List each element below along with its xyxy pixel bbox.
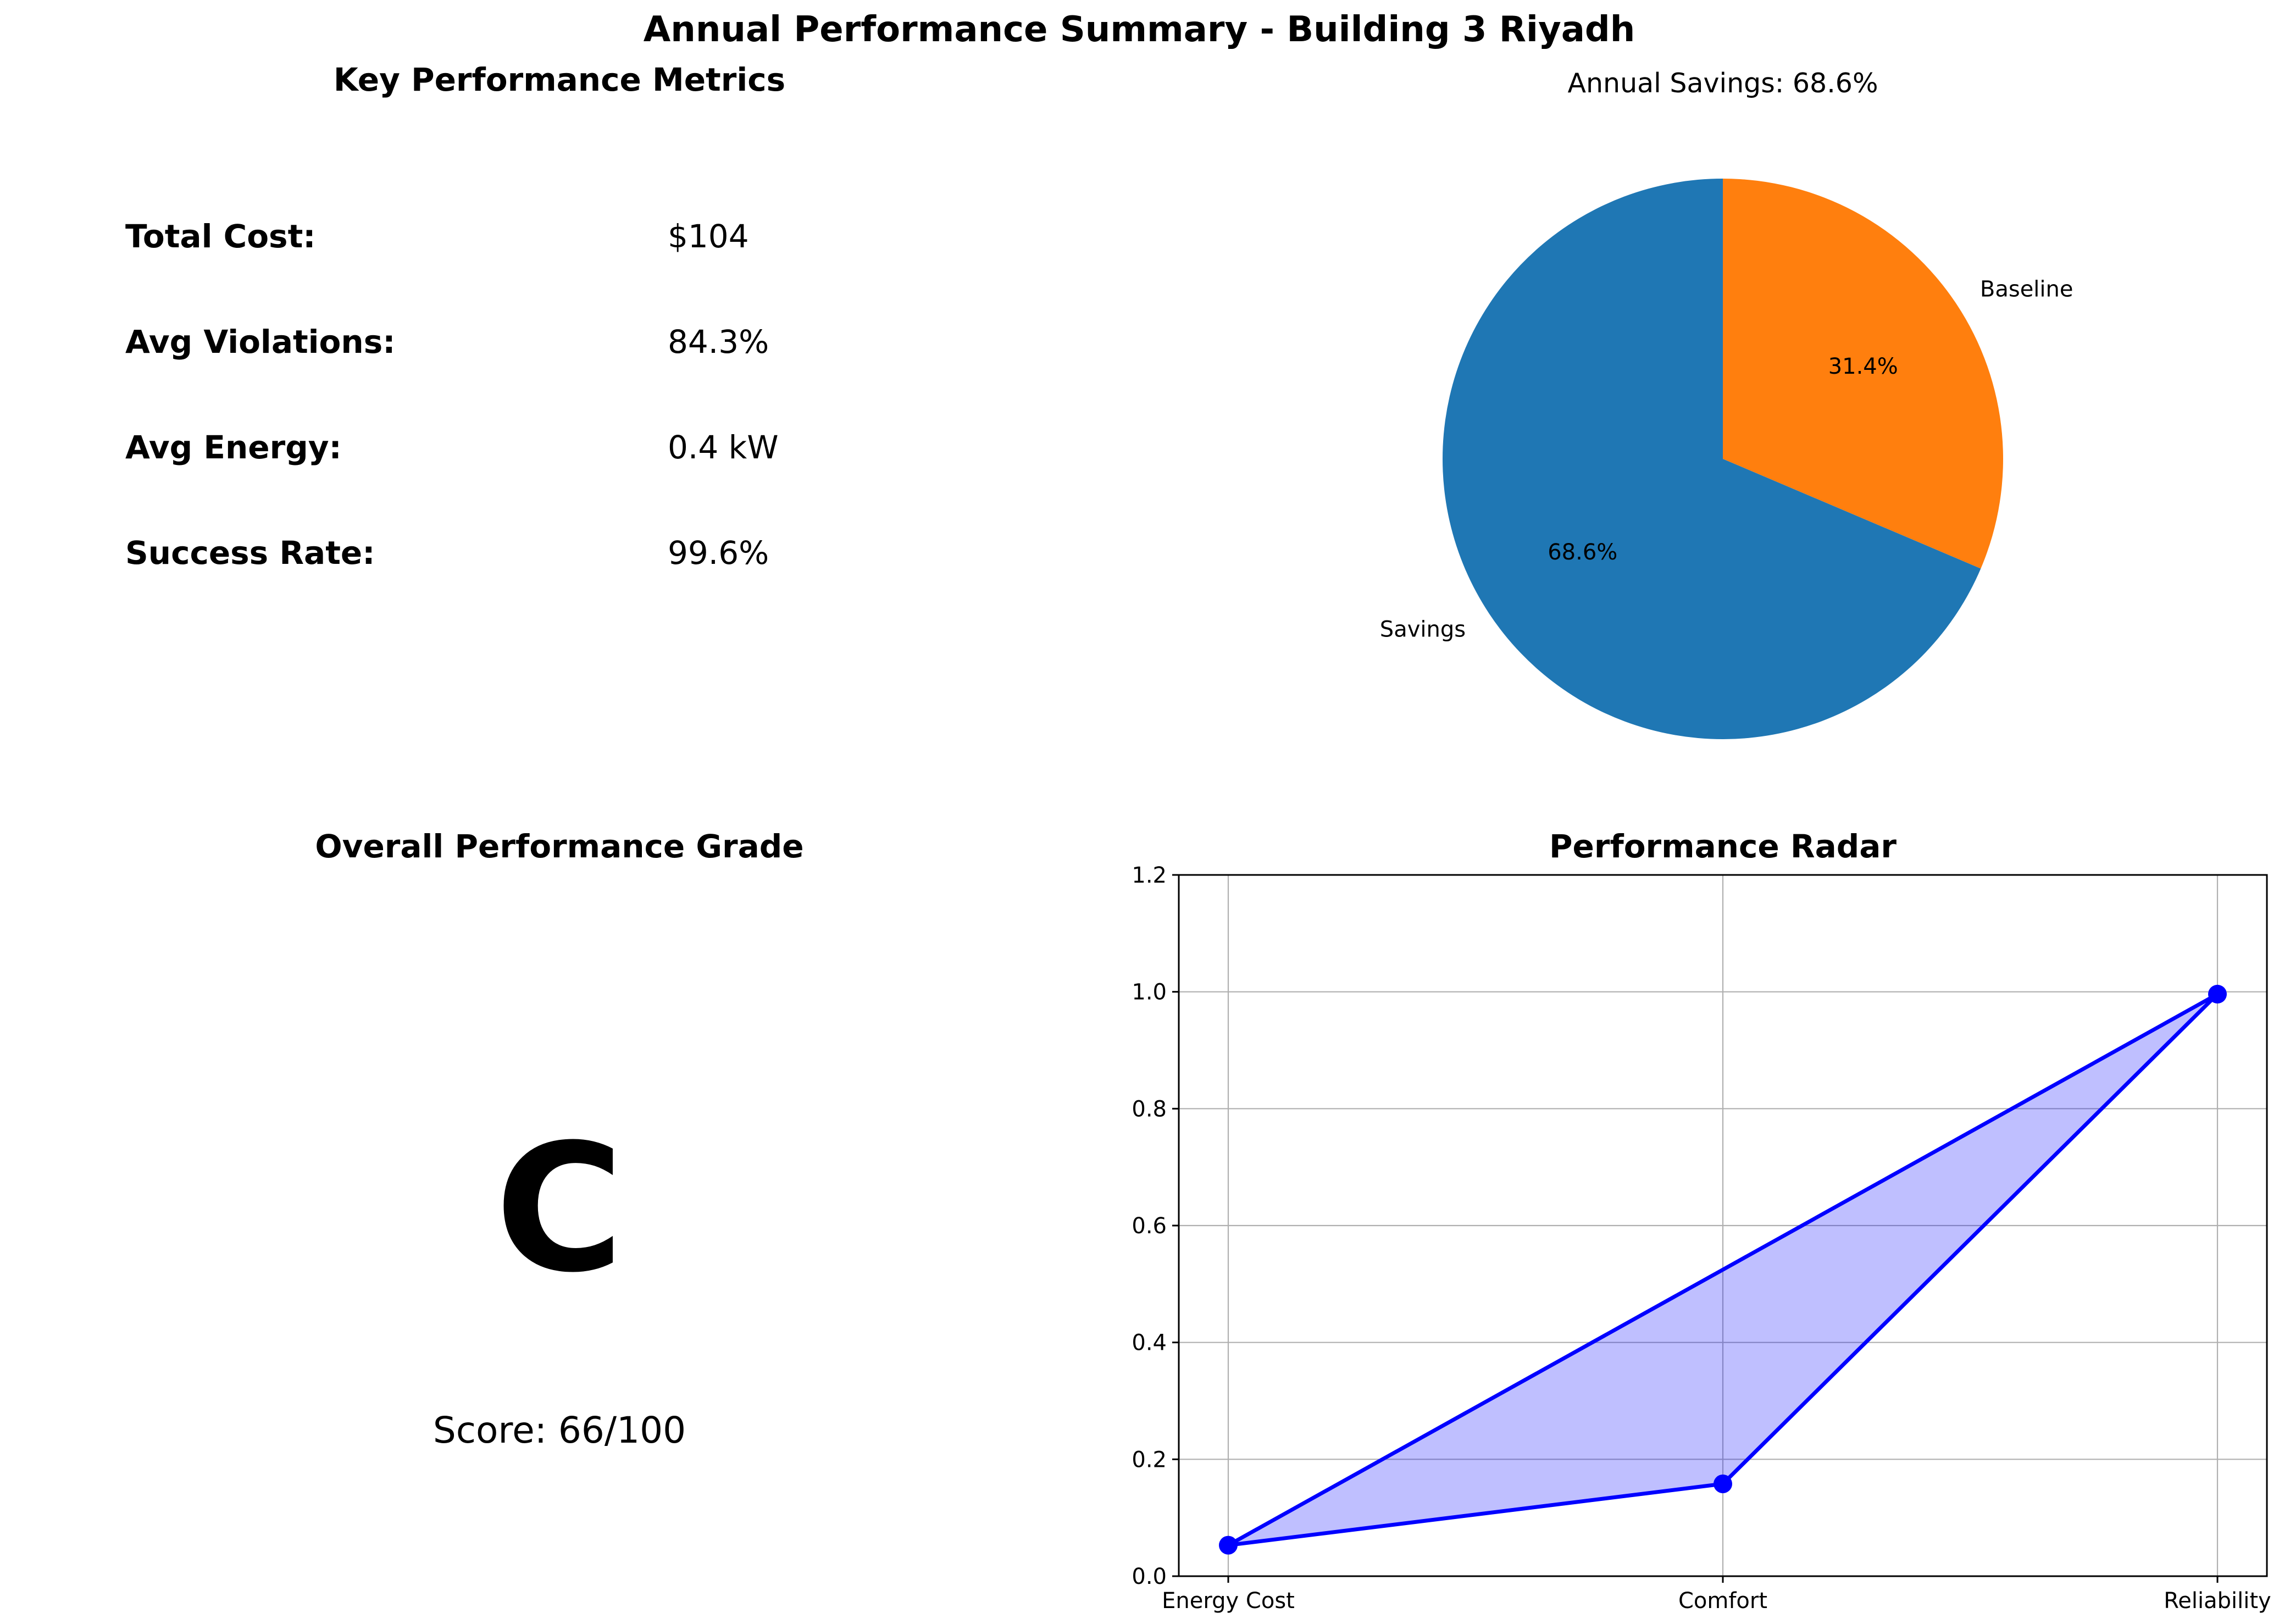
pie-title: Annual Savings: 68.6% (1567, 68, 1878, 99)
pie-slice-label: Baseline (1980, 277, 2073, 302)
x-tick-label: Comfort (1678, 1588, 1767, 1614)
metric-label: Total Cost: (125, 218, 316, 255)
metric-label: Success Rate: (125, 534, 375, 572)
y-tick-label: 0.6 (1132, 1213, 1167, 1239)
savings-pie-chart: Annual Savings: 68.6% 31.4% Baseline 68.6%… (1380, 68, 2073, 739)
grade-letter: C (495, 1107, 624, 1311)
x-tick-label: Energy Cost (1162, 1588, 1295, 1614)
pie-slices (1443, 178, 2004, 739)
pie-pct-label: 31.4% (1828, 354, 1898, 379)
y-tick-label: 0.8 (1132, 1096, 1167, 1122)
pie-slice (1443, 179, 1981, 739)
radar-title: Performance Radar (1549, 828, 1897, 865)
metric-value: 99.6% (668, 534, 769, 572)
figure-title: Annual Performance Summary - Building 3 … (644, 9, 1635, 50)
metric-row: Avg Energy: 0.4 kW (125, 429, 779, 466)
radar-series-area (1226, 992, 2220, 1548)
x-tick-label: Reliability (2164, 1588, 2271, 1614)
metric-label: Avg Energy: (125, 429, 342, 466)
score-text: Score: 66/100 (433, 1409, 686, 1451)
y-tick-label: 1.0 (1132, 980, 1167, 1005)
metric-row: Avg Violations: 84.3% (125, 323, 769, 361)
radar-point (1714, 1474, 1732, 1493)
grade-panel: Overall Performance Grade C Score: 66/10… (315, 828, 803, 1451)
y-tick-label: 0.0 (1132, 1564, 1167, 1589)
performance-radar-chart: Performance Radar 0.0 0.2 0.4 0.6 0.8 1.0 1.2 E… (1132, 828, 2271, 1614)
metric-label: Avg Violations: (125, 323, 395, 361)
metric-row: Total Cost: $104 (125, 218, 749, 255)
radar-point (2208, 984, 2227, 1004)
y-tick-label: 0.4 (1132, 1331, 1167, 1356)
metric-row: Success Rate: 99.6% (125, 534, 769, 572)
metrics-panel-title: Key Performance Metrics (334, 61, 785, 98)
y-tick-label: 1.2 (1132, 863, 1167, 888)
metric-value: 0.4 kW (668, 429, 779, 466)
radar-area (1219, 984, 2227, 1555)
pie-slice (1723, 178, 2004, 569)
pie-pct-label: 68.6% (1548, 540, 1617, 565)
pie-slice-label: Savings (1380, 617, 1466, 642)
grade-panel-title: Overall Performance Grade (315, 828, 803, 865)
pie-labels: 31.4% Baseline 68.6% Savings (1380, 277, 2073, 642)
y-tick-label: 0.2 (1132, 1447, 1167, 1472)
metric-value: 84.3% (668, 323, 769, 361)
metric-value: $104 (668, 218, 749, 255)
metrics-panel: Key Performance Metrics Total Cost: $104… (125, 61, 785, 572)
radar-point (1219, 1536, 1238, 1555)
radar-ticks: 0.0 0.2 0.4 0.6 0.8 1.0 1.2 Energy Cost Comfort R… (1132, 863, 2271, 1614)
